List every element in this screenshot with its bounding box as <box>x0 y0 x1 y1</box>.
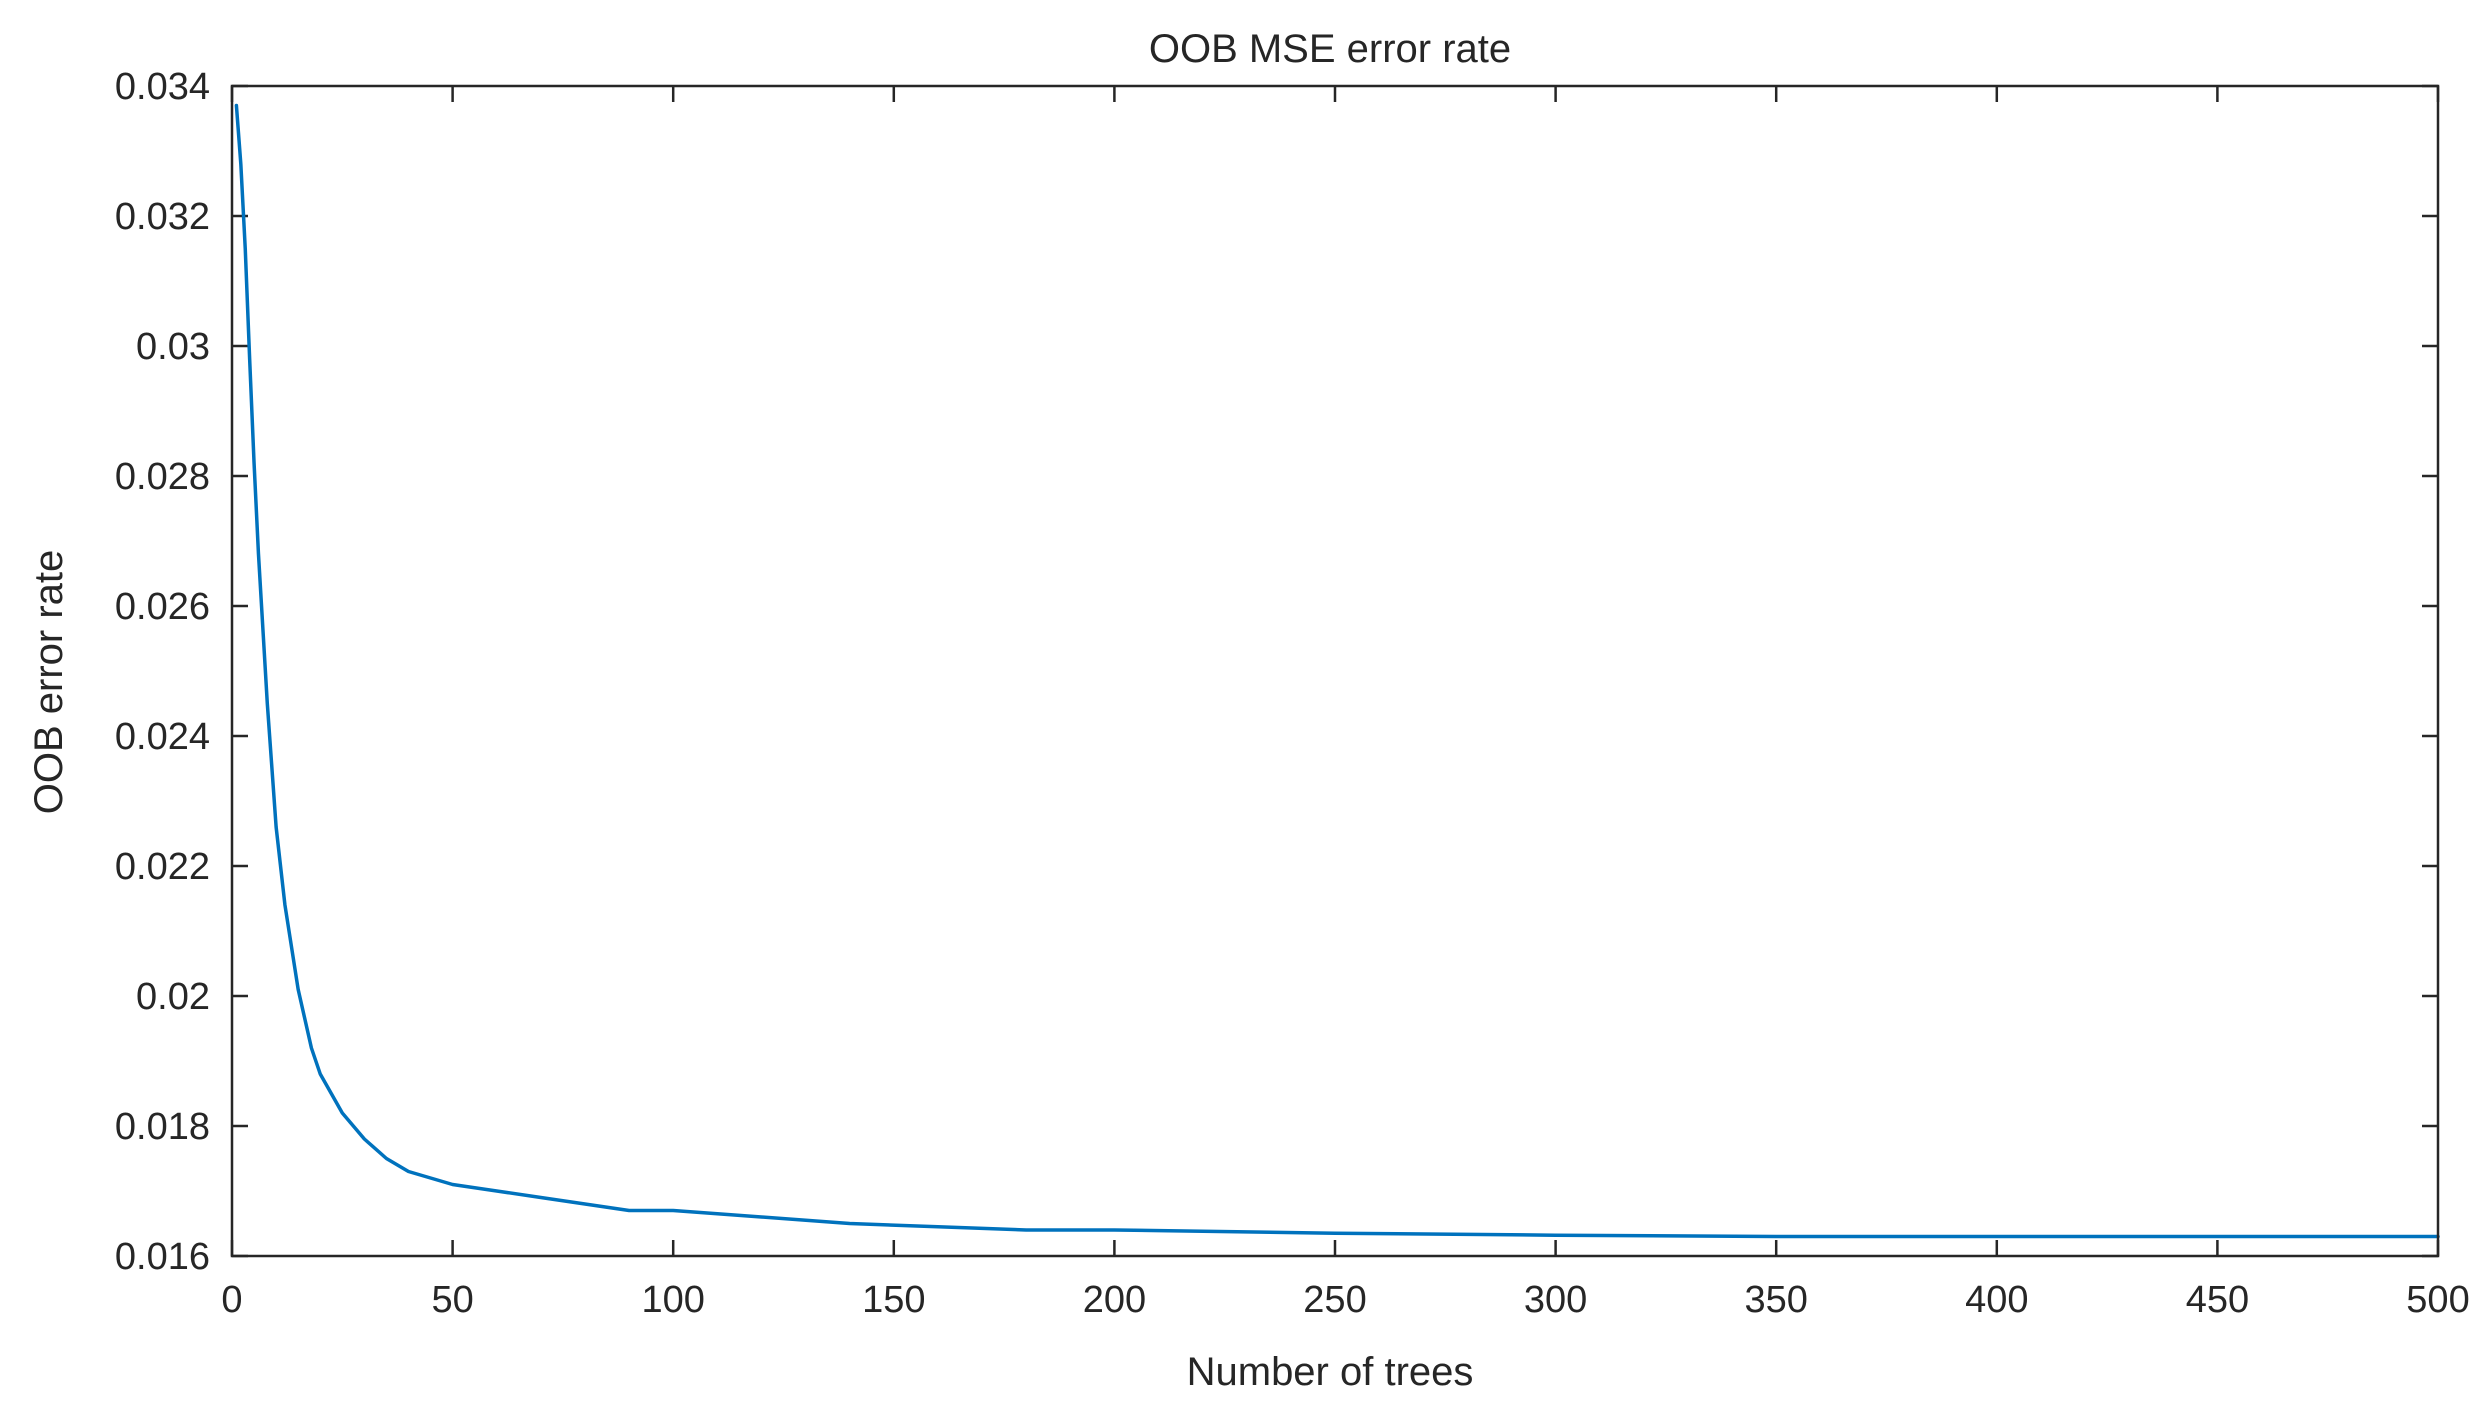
x-tick-label: 200 <box>1083 1279 1146 1321</box>
x-tick-label: 100 <box>641 1279 704 1321</box>
x-tick-label: 300 <box>1524 1279 1587 1321</box>
y-axis-label: OOB error rate <box>27 550 71 815</box>
y-tick-label: 0.016 <box>115 1236 210 1278</box>
x-tick-label: 150 <box>862 1279 925 1321</box>
y-axis-ticks: 0.016 0.018 0.02 0.022 0.024 0.026 0.028 0.03 0.… <box>115 66 2438 1278</box>
x-tick-label: 350 <box>1744 1279 1807 1321</box>
y-tick-label: 0.02 <box>136 976 210 1018</box>
x-tick-label: 250 <box>1303 1279 1366 1321</box>
y-tick-label: 0.026 <box>115 586 210 628</box>
y-tick-label: 0.034 <box>115 66 210 108</box>
y-tick-label: 0.03 <box>136 326 210 368</box>
chart-title: OOB MSE error rate <box>1149 27 1511 71</box>
plot-frame <box>230 84 2440 1258</box>
y-tick-label: 0.018 <box>115 1106 210 1148</box>
x-tick-label: 50 <box>431 1279 473 1321</box>
y-tick-label: 0.032 <box>115 196 210 238</box>
y-tick-label: 0.024 <box>115 716 210 758</box>
x-tick-label: 0 <box>221 1279 242 1321</box>
x-tick-label: 400 <box>1965 1279 2028 1321</box>
x-axis-label: Number of trees <box>1187 1350 1474 1394</box>
y-tick-label: 0.028 <box>115 456 210 498</box>
x-axis-ticks: 0 50 100 150 200 250 300 350 400 450 500 <box>221 86 2470 1321</box>
series-line <box>234 103 2440 1239</box>
y-tick-label: 0.022 <box>115 846 210 888</box>
x-tick-label: 500 <box>2406 1279 2469 1321</box>
x-tick-label: 450 <box>2186 1279 2249 1321</box>
